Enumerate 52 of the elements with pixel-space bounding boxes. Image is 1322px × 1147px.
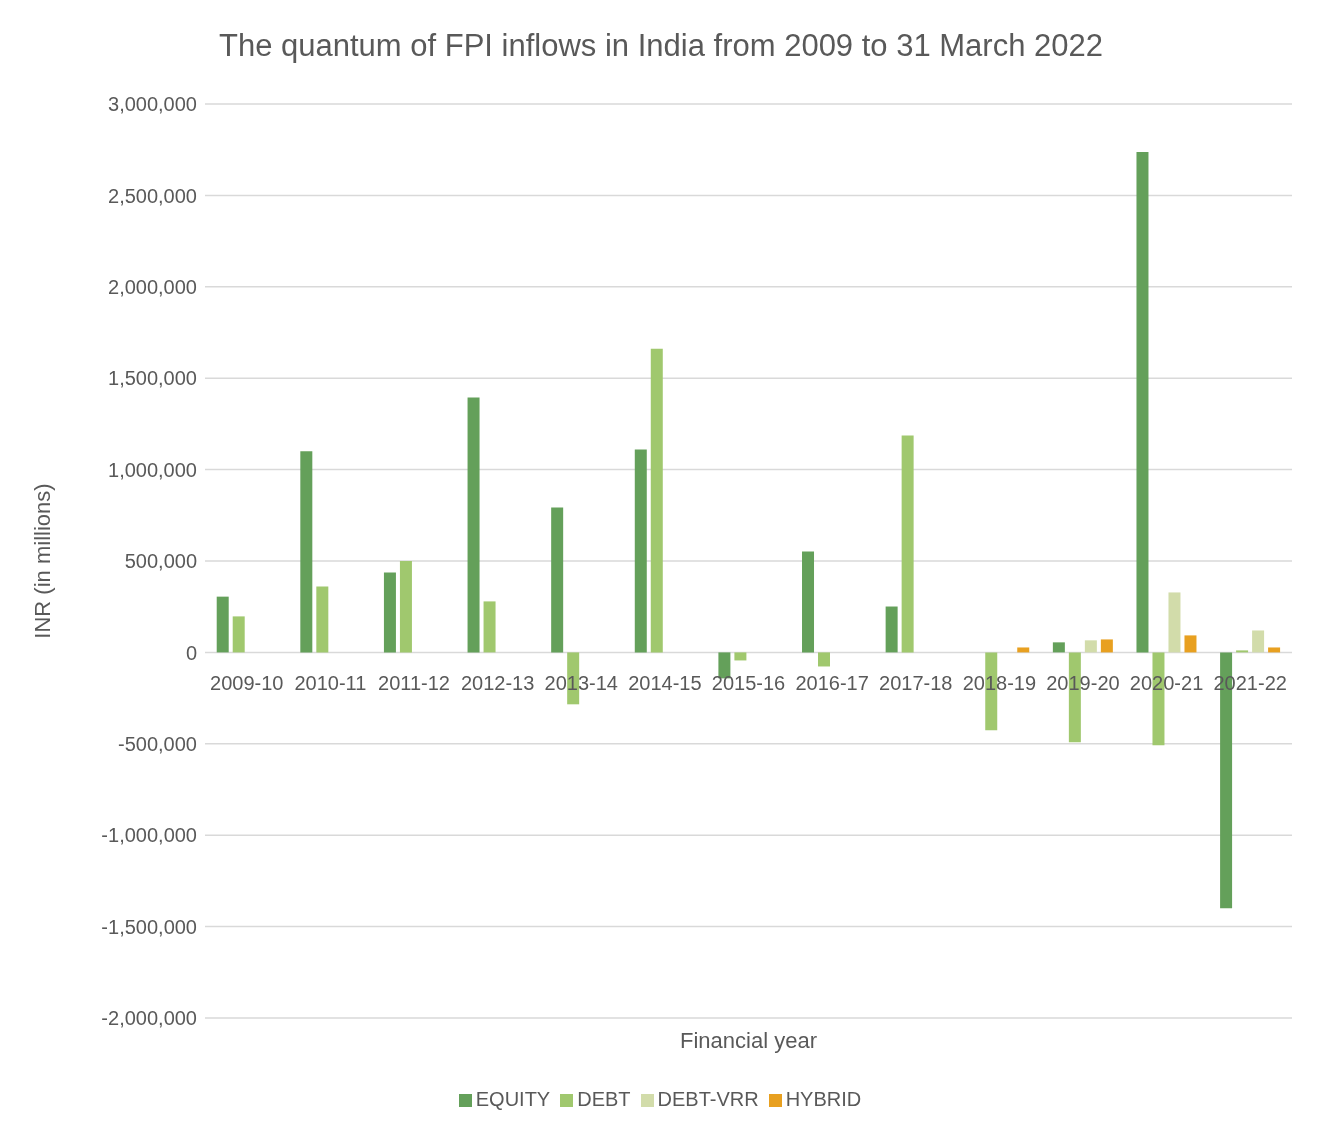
y-tick-label: -1,500,000 bbox=[101, 915, 197, 938]
bar bbox=[1136, 151, 1149, 653]
y-tick-label: -1,000,000 bbox=[101, 824, 197, 847]
bar bbox=[316, 586, 329, 653]
bar bbox=[399, 561, 412, 653]
bar bbox=[232, 616, 245, 653]
y-tick-label: 3,000,000 bbox=[108, 93, 197, 116]
x-tick-label: 2009-10 bbox=[210, 672, 284, 695]
y-tick-label: 500,000 bbox=[124, 550, 197, 573]
y-tick-label: 1,000,000 bbox=[108, 458, 197, 481]
legend-label: DEBT bbox=[577, 1088, 631, 1110]
y-tick-label: -500,000 bbox=[118, 732, 197, 755]
bar bbox=[1100, 639, 1113, 653]
legend-label: EQUITY bbox=[475, 1088, 551, 1110]
bar bbox=[1017, 647, 1030, 653]
bar bbox=[634, 449, 647, 653]
bar bbox=[1184, 635, 1197, 653]
bar bbox=[1084, 640, 1097, 653]
bar bbox=[1252, 630, 1265, 653]
bar bbox=[300, 451, 313, 653]
bar bbox=[885, 606, 898, 653]
y-tick-label: 1,500,000 bbox=[108, 367, 197, 390]
chart-title: The quantum of FPI inflows in India from 2009 to 31 March 2022 bbox=[218, 28, 1104, 64]
x-tick-label: 2011-12 bbox=[378, 672, 450, 695]
y-tick-label: 0 bbox=[185, 641, 197, 664]
bar bbox=[1236, 650, 1249, 653]
y-axis-title: INR (in millions) bbox=[29, 483, 55, 639]
bar bbox=[802, 551, 815, 653]
bar bbox=[650, 348, 663, 653]
x-tick-label: 2010-11 bbox=[294, 672, 367, 695]
bar bbox=[1268, 647, 1281, 653]
legend-label: HYBRID bbox=[785, 1088, 862, 1110]
bar bbox=[734, 652, 747, 661]
bar bbox=[551, 507, 564, 653]
bar bbox=[1168, 592, 1181, 653]
x-tick-label: 2017-18 bbox=[879, 672, 953, 695]
bar bbox=[467, 397, 480, 653]
x-tick-label: 2015-16 bbox=[711, 672, 786, 695]
bar bbox=[901, 435, 914, 653]
x-tick-label: 2012-13 bbox=[460, 672, 535, 695]
bar bbox=[483, 601, 496, 653]
bar bbox=[383, 572, 396, 653]
y-tick-label: -2,000,000 bbox=[101, 1007, 197, 1030]
x-axis-title: Financial year bbox=[680, 1027, 817, 1053]
legend-label: DEBT-VRR bbox=[657, 1088, 759, 1110]
x-tick-label: 2014-15 bbox=[628, 672, 702, 695]
y-tick-label: 2,000,000 bbox=[108, 275, 197, 298]
bar bbox=[1052, 642, 1065, 653]
y-tick-label: 2,500,000 bbox=[108, 184, 197, 207]
x-tick-label: 2016-17 bbox=[795, 672, 869, 695]
bar bbox=[216, 596, 229, 653]
bar bbox=[818, 652, 831, 667]
